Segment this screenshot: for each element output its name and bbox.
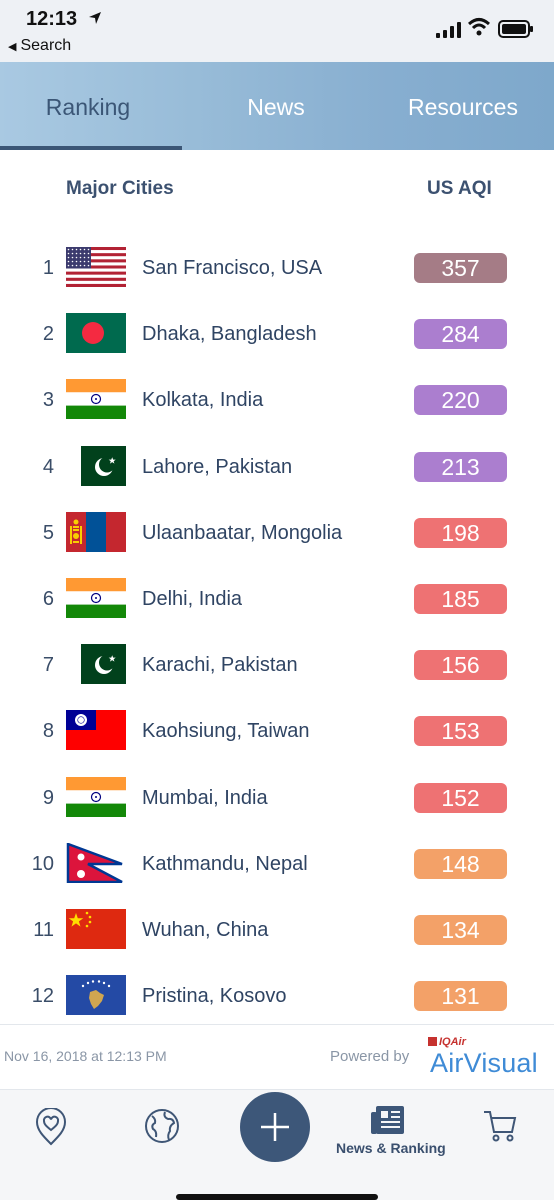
tab-active-indicator [0,146,182,150]
iqair-mark-icon [428,1037,437,1046]
flag-bd-icon [66,313,126,354]
city-row[interactable]: 7 Karachi, Pakistan 156 [0,644,554,710]
iqair-text: IQAir [439,1036,466,1048]
tab-news[interactable]: News [247,94,305,120]
city-name: Kolkata, India [142,389,264,412]
location-arrow-icon [89,12,101,24]
city-row[interactable]: 8 Kaohsiung, Taiwan 153 [0,710,554,776]
wifi-icon [468,18,490,36]
city-row[interactable]: 6 Delhi, India 185 [0,578,554,644]
flag-xk-icon [66,975,126,1016]
last-updated: Nov 16, 2018 at 12:13 PM [4,1048,167,1064]
aqi-badge: 148 [414,848,507,879]
airvisual-logo[interactable]: AirVisual [430,1048,538,1078]
add-button[interactable] [240,1092,310,1162]
aqi-badge: 131 [414,981,507,1012]
city-row[interactable]: 9 Mumbai, India 152 [0,776,554,843]
powered-by-label: Powered by [330,1048,410,1065]
aqi-badge: 156 [414,650,507,681]
plus-icon [261,1113,289,1141]
flag-tw-icon [66,710,126,751]
column-header-city: Major Cities [66,178,174,199]
flag-mn-icon [66,511,126,552]
city-row[interactable]: 2 Dhaka, Bangladesh 284 [0,313,554,379]
aqi-badge: 152 [414,782,507,813]
aqi-badge: 213 [414,451,507,482]
rank-number: 6 [42,588,54,610]
city-row[interactable]: 5 Ulaanbaatar, Mongolia 198 [0,511,554,578]
status-bar: 12:13 ◀ Search [0,0,554,62]
rank-number: 7 [42,654,54,677]
rank-number: 9 [42,786,54,809]
column-header-aqi: US AQI [427,178,492,199]
city-row[interactable]: 11 Wuhan, China 134 [0,909,554,975]
flag-pk-icon [81,644,126,685]
city-name: Ulaanbaatar, Mongolia [142,521,343,544]
footer-divider [0,1024,554,1025]
tab-bar: Ranking News Resources [0,62,554,150]
city-name: Kaohsiung, Taiwan [142,720,310,743]
city-name: Dhaka, Bangladesh [142,323,317,346]
flag-in-icon [66,379,126,420]
city-name: Delhi, India [142,588,243,610]
rank-number: 2 [42,323,54,346]
cart-icon[interactable] [482,1108,518,1144]
aqi-badge: 284 [414,319,507,350]
city-row[interactable]: 4 Lahore, Pakistan 213 [0,445,554,512]
flag-in-icon [66,578,126,618]
home-indicator [176,1194,378,1200]
city-name: Karachi, Pakistan [142,654,298,677]
back-label: Search [20,37,72,54]
city-row[interactable]: 3 Kolkata, India 220 [0,379,554,445]
rank-number: 8 [42,720,54,743]
flag-np-icon [66,842,126,883]
rank-number: 11 [33,919,54,941]
flag-pk-icon [81,445,126,486]
city-row[interactable]: 1 San Francisco, USA 357 [0,247,554,313]
nav-label-news-ranking[interactable]: News & Ranking [336,1140,446,1156]
back-triangle-icon: ◀ [8,41,17,53]
newspaper-icon[interactable] [370,1104,406,1136]
nav-divider [0,1089,554,1090]
rank-number: 1 [42,257,54,279]
flag-in-icon [66,776,126,817]
rank-number: 3 [42,389,54,412]
aqi-badge: 134 [414,915,507,945]
city-name: Kathmandu, Nepal [142,852,308,875]
heart-pin-icon[interactable] [34,1108,68,1146]
rank-number: 4 [42,455,54,478]
status-time: 12:13 [26,8,78,30]
back-to-search[interactable]: ◀ Search [8,37,71,55]
city-name: Wuhan, China [142,919,269,941]
city-name: Pristina, Kosovo [142,985,287,1008]
rank-number: 10 [31,852,54,875]
rank-number: 12 [31,985,54,1008]
iqair-logo: IQAir [428,1036,466,1048]
aqi-badge: 185 [414,584,507,614]
flag-us-icon [66,247,126,287]
city-row[interactable]: 10 Kathmandu, Nepal 148 [0,842,554,909]
aqi-badge: 357 [414,253,507,283]
city-name: Lahore, Pakistan [142,455,293,478]
battery-icon [498,20,533,38]
globe-icon[interactable] [143,1107,181,1145]
city-name: Mumbai, India [142,786,268,809]
signal-icon [436,22,461,38]
city-row[interactable]: 12 Pristina, Kosovo 131 [0,975,554,1041]
tab-resources[interactable]: Resources [408,94,518,120]
aqi-badge: 220 [414,385,507,416]
flag-cn-icon [66,909,126,949]
tab-ranking[interactable]: Ranking [45,94,131,120]
aqi-badge: 153 [414,716,507,747]
aqi-badge: 198 [414,517,507,548]
city-name: San Francisco, USA [142,257,323,279]
rank-number: 5 [42,521,54,544]
